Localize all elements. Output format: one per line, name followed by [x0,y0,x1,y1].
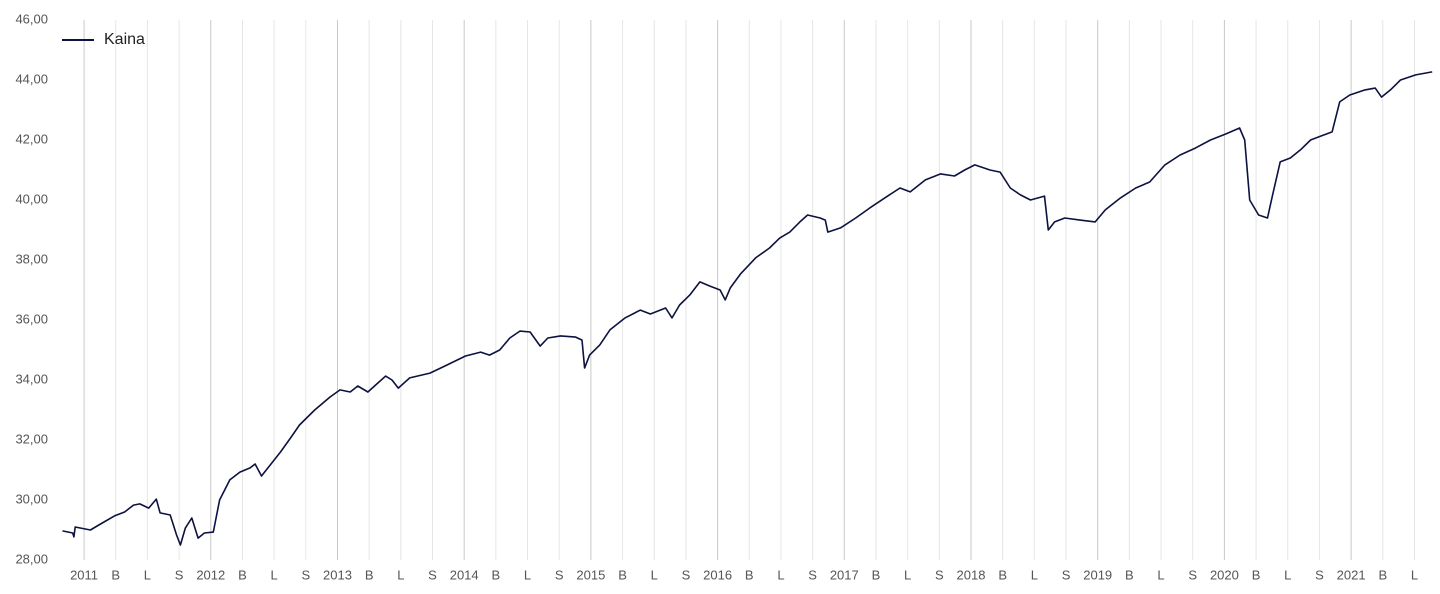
x-tick-label: B [872,567,881,582]
x-tick-label: L [651,567,658,582]
y-tick-label: 40,00 [15,191,48,206]
y-tick-label: 42,00 [15,131,48,146]
x-tick-label: 2013 [323,567,352,582]
x-tick-label: L [1411,567,1418,582]
y-tick-label: 30,00 [15,491,48,506]
x-tick-label: L [1157,567,1164,582]
x-tick-label: B [1252,567,1261,582]
x-tick-label: B [1125,567,1134,582]
y-tick-label: 28,00 [15,551,48,566]
x-tick-label: B [238,567,247,582]
x-tick-label: B [745,567,754,582]
x-tick-label: S [175,567,184,582]
x-tick-label: S [808,567,817,582]
price-line [62,71,1433,546]
y-tick-label: 32,00 [15,431,48,446]
x-tick-label: L [144,567,151,582]
x-tick-label: S [682,567,691,582]
x-tick-label: L [524,567,531,582]
x-tick-label: L [1031,567,1038,582]
legend-label: Kaina [104,31,145,48]
x-tick-label: S [935,567,944,582]
x-tick-label: 2015 [576,567,605,582]
y-tick-label: 34,00 [15,371,48,386]
y-tick-label: 46,00 [15,11,48,26]
x-tick-label: L [397,567,404,582]
x-tick-label: 2018 [957,567,986,582]
x-tick-label: S [555,567,564,582]
y-tick-label: 44,00 [15,71,48,86]
x-tick-label: 2016 [703,567,732,582]
x-tick-label: B [111,567,120,582]
x-tick-label: B [998,567,1007,582]
x-tick-label: L [271,567,278,582]
x-tick-label: B [1378,567,1387,582]
x-tick-label: B [365,567,374,582]
x-tick-label: S [1188,567,1197,582]
x-tick-label: 2011 [70,567,98,582]
x-tick-label: L [904,567,911,582]
x-tick-label: 2014 [450,567,479,582]
x-tick-label: L [777,567,784,582]
x-tick-label: S [1315,567,1324,582]
x-tick-label: S [301,567,310,582]
y-tick-label: 38,00 [15,251,48,266]
x-tick-label: S [428,567,437,582]
x-tick-label: B [492,567,501,582]
x-tick-label: L [1284,567,1291,582]
x-tick-label: 2021 [1337,567,1366,582]
x-tick-label: 2017 [830,567,859,582]
x-tick-label: S [1062,567,1071,582]
x-tick-label: 2012 [196,567,225,582]
x-tick-label: 2019 [1083,567,1112,582]
x-tick-label: 2020 [1210,567,1239,582]
y-tick-label: 36,00 [15,311,48,326]
x-tick-label: B [618,567,627,582]
